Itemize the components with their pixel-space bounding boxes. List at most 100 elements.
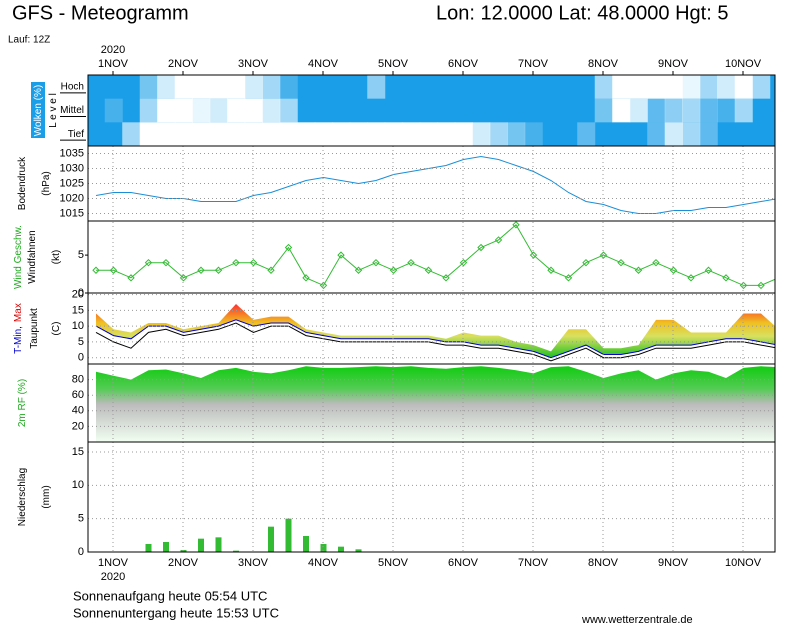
y-tick-label: 1015 <box>60 207 84 219</box>
x-tick-label: 2NOV <box>168 557 199 569</box>
cloud-cell <box>647 98 666 123</box>
cloud-cell <box>105 75 123 99</box>
cloud-cell <box>122 75 140 99</box>
sunset: Sonnenuntergang heute 15:53 UTC <box>73 605 279 620</box>
cloud-cell <box>420 75 438 99</box>
bar <box>215 537 222 552</box>
x-tick-label: 3NOV <box>238 557 269 569</box>
cloud-cell <box>542 122 560 146</box>
sunrise: Sonnenaufgang heute 05:54 UTC <box>73 588 267 603</box>
x-tick-label: 7NOV <box>518 557 549 569</box>
marker <box>389 266 398 274</box>
bar <box>198 538 204 552</box>
marker <box>582 258 590 267</box>
cloud-cell <box>367 122 386 146</box>
line <box>95 155 775 214</box>
cloud-cell <box>315 75 333 99</box>
cloud-cell <box>367 75 386 99</box>
cloud-cell <box>455 99 473 123</box>
cloud-cell <box>594 98 613 123</box>
cloud-cell <box>297 122 316 146</box>
cloud-cell <box>122 99 140 123</box>
cloud-cell <box>227 75 246 99</box>
x-tick-label: 1NOV <box>98 557 129 569</box>
marker <box>144 258 153 267</box>
cloud-cell <box>489 122 508 146</box>
y-tick-label: 15 <box>72 446 84 458</box>
cloud-cell <box>542 99 560 123</box>
y-axis-label-part: Wind Geschw. <box>13 225 24 289</box>
cloud-cell <box>209 75 228 99</box>
marker <box>197 266 205 274</box>
marker <box>162 258 170 267</box>
y-axis-label-part: Taupunkt <box>29 308 40 349</box>
cloud-cell <box>279 75 298 99</box>
cloud-cell <box>402 122 421 146</box>
cloud-cell <box>507 75 525 99</box>
cloud-cell <box>139 75 158 99</box>
x-tick-label: 10NOV <box>725 58 762 70</box>
y-tick-label: 10 <box>72 479 84 491</box>
cloud-cell <box>472 122 491 146</box>
cloud-cell <box>717 122 735 146</box>
cloud-cell <box>699 98 718 123</box>
cloud-cell <box>332 99 350 123</box>
cloud-cell <box>437 99 455 123</box>
cloud-cell <box>752 122 770 146</box>
y-axis-label: (mm) <box>41 485 52 508</box>
cloud-cell <box>139 98 158 123</box>
marker <box>92 266 100 274</box>
cloud-cell <box>314 122 333 146</box>
y-tick-label: 5 <box>78 513 84 525</box>
cloud-cell <box>594 75 613 99</box>
cloud-label-box <box>31 82 45 138</box>
title: GFS - Meteogramm <box>12 2 189 24</box>
marker <box>354 266 363 274</box>
marker <box>337 251 345 259</box>
cloud-cell <box>227 122 246 146</box>
bar <box>303 536 309 552</box>
cloud-cell <box>664 98 683 123</box>
marker <box>477 243 485 252</box>
line <box>96 224 775 287</box>
y-axis-label-part: T-Min, <box>13 326 24 354</box>
y-tick-label: 0 <box>78 287 84 299</box>
y-axis-label-part: 2m RF (%) <box>17 379 28 427</box>
cloud-cell <box>157 98 176 123</box>
cloud-cell <box>629 98 648 123</box>
y-axis-label: Windfahnen <box>27 230 38 283</box>
marker <box>687 274 695 282</box>
cloud-cell <box>87 122 105 146</box>
cloud-cell <box>139 122 158 146</box>
cloud-cell <box>455 75 473 99</box>
cloud-cell <box>315 99 333 123</box>
y-tick-label: 1020 <box>60 192 84 204</box>
cloud-cell <box>682 98 701 123</box>
cloud-cell <box>595 122 613 146</box>
cloud-cell <box>734 75 753 99</box>
cloud-cell <box>192 98 211 123</box>
marker <box>302 274 310 282</box>
marker <box>634 266 643 274</box>
cloud-cell <box>420 99 438 123</box>
level-label: Hoch <box>61 81 84 92</box>
cloud-cell <box>524 122 543 146</box>
y-axis-label: Taupunkt <box>29 308 40 349</box>
cloud-cell <box>647 75 666 99</box>
line <box>95 319 775 359</box>
bar <box>320 544 327 552</box>
cloud-cell <box>402 99 420 123</box>
x-tick-label: 2NOV <box>168 58 199 70</box>
cloud-cell <box>244 122 263 146</box>
cloud-cell <box>507 99 525 123</box>
cloud-cell <box>419 122 438 146</box>
y-axis-label-part: L e v e l <box>48 93 59 128</box>
bar <box>233 550 239 552</box>
cloud-cell <box>630 122 648 146</box>
x-tick-label: 5NOV <box>378 557 409 569</box>
source: www.wetterzentrale.de <box>581 614 693 625</box>
y-axis-label: (C) <box>51 322 62 336</box>
y-axis-label: L e v e l <box>48 93 59 128</box>
cloud-cell <box>244 75 263 99</box>
marker <box>214 266 223 274</box>
